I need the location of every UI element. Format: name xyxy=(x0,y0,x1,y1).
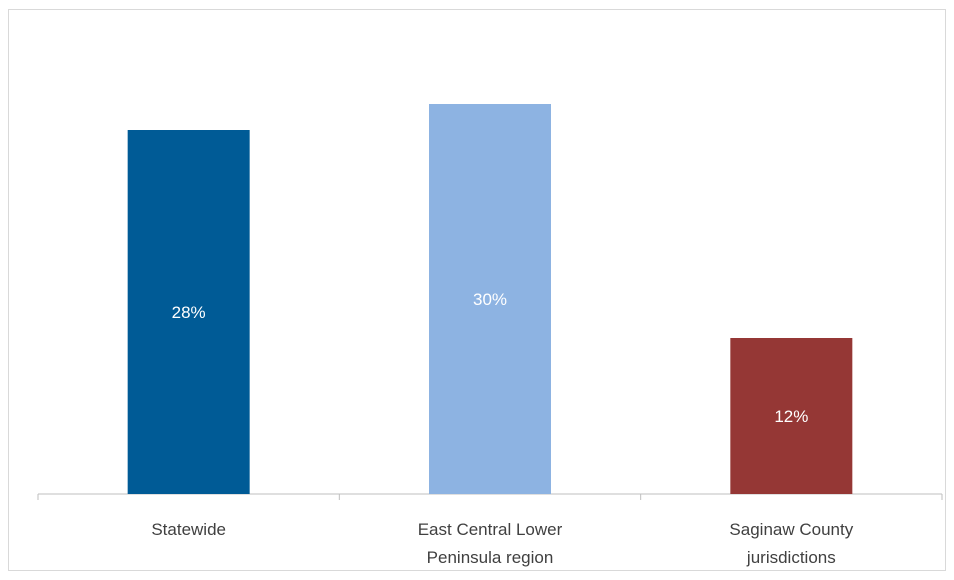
category-label: Saginaw County xyxy=(729,520,853,539)
category-label: Peninsula region xyxy=(427,548,554,567)
bar xyxy=(429,104,551,494)
bar-value-label: 28% xyxy=(172,303,206,322)
bar xyxy=(127,130,250,494)
category-label: Statewide xyxy=(151,520,226,539)
bar-value-label: 12% xyxy=(774,407,808,426)
category-label: jurisdictions xyxy=(746,548,836,567)
bar xyxy=(730,338,853,494)
category-label: East Central Lower xyxy=(418,520,563,539)
bar-value-label: 30% xyxy=(473,290,507,309)
